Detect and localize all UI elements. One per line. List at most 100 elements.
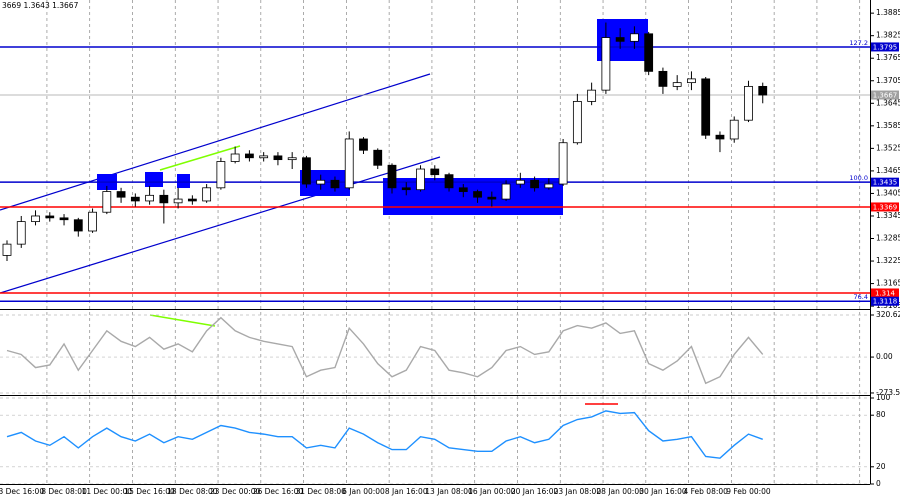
y-tick-label: 20 — [876, 462, 886, 471]
x-tick-label: 18 Dec 08:00 — [167, 487, 218, 496]
candle-body — [216, 161, 226, 189]
candle-body — [259, 155, 269, 159]
channel-upper — [0, 73, 431, 211]
candle-body — [159, 194, 169, 204]
x-tick-label: 30 Jan 16:00 — [639, 487, 687, 496]
y-tick-label: 1.3585 — [876, 121, 900, 130]
x-tick-label: 20 Jan 16:00 — [511, 487, 559, 496]
y-tick-label: 80 — [876, 410, 886, 419]
candle-body — [16, 221, 26, 245]
candle-body — [73, 219, 83, 232]
divergence-line — [149, 314, 216, 327]
x-tick-label: 28 Jan 00:00 — [596, 487, 644, 496]
fib-label: 127.2 — [849, 39, 868, 47]
x-tick-label: 9 Feb 00:00 — [726, 487, 771, 496]
x-tick-label: 15 Dec 16:00 — [124, 487, 175, 496]
y-tick-label: 1.3705 — [876, 76, 900, 85]
fib-label: 100.0 — [849, 174, 868, 182]
candle-body — [672, 82, 682, 87]
candle-body — [145, 194, 154, 202]
zone — [145, 172, 163, 187]
x-tick-label: 4 Feb 08:00 — [683, 487, 728, 496]
candle-body — [729, 119, 739, 140]
candle-body — [387, 164, 397, 189]
price-tag-label: 1.3667 — [873, 92, 898, 100]
x-tick-label: 6 Jan 00:00 — [342, 487, 385, 496]
candle-body — [344, 138, 354, 189]
x-tick-label: 26 Dec 16:00 — [253, 487, 304, 496]
candle-body — [515, 179, 525, 185]
y-tick-label: 1.3285 — [876, 234, 900, 243]
candle-body — [601, 37, 611, 91]
candle-body — [701, 78, 711, 136]
candle-body — [359, 138, 368, 151]
price-tag-label: 1.3118 — [873, 298, 898, 306]
candle-body — [88, 211, 97, 232]
y-tick-label: 1.3885 — [876, 8, 900, 17]
x-tick-label: 8 Dec 08:00 — [41, 487, 87, 496]
price-tag — [871, 90, 899, 100]
candle-body — [173, 198, 183, 204]
candle-body — [687, 78, 696, 84]
candle-body — [401, 187, 411, 191]
y-tick-label: 1.3465 — [876, 166, 900, 175]
x-tick-label: 11 Dec 00:00 — [82, 487, 133, 496]
plot: 1.3885 1.3825 1.3765 1.3705 1.3645 1.3585 1.35… — [0, 8, 900, 496]
x-tick-label: 23 Jan 08:00 — [554, 487, 602, 496]
y-tick-label: 100 — [876, 393, 891, 402]
candle-body — [572, 101, 582, 144]
candle-body — [501, 183, 511, 200]
candle-body — [2, 243, 12, 256]
x-tick-label: 31 Dec 08:00 — [295, 487, 346, 496]
y-tick-label: 1.3825 — [876, 31, 900, 40]
y-tick-label: 1.3525 — [876, 143, 900, 152]
candle-body — [230, 153, 240, 162]
divergence-line — [159, 145, 241, 171]
candle-body — [130, 196, 140, 202]
candle-body — [316, 179, 326, 185]
price-tag — [871, 202, 899, 212]
indicator-line — [6, 410, 763, 459]
y-tick-label: 1.3765 — [876, 53, 900, 62]
price-tag-label: 1.314 — [875, 289, 896, 297]
x-tick-label: 23 Dec 00:00 — [210, 487, 261, 496]
candle-body — [487, 196, 497, 200]
candle-body — [202, 187, 212, 202]
candle-body — [715, 134, 725, 140]
candle-body — [416, 168, 425, 191]
zone — [177, 174, 190, 188]
candle-body — [615, 37, 625, 42]
candle-body — [758, 85, 768, 96]
candle-body — [287, 157, 297, 161]
price-tag — [871, 177, 899, 187]
price-tag — [871, 42, 899, 52]
candle-body — [744, 85, 753, 121]
candle-body — [302, 157, 311, 185]
candle-body — [658, 70, 668, 87]
candle-body — [45, 215, 55, 219]
x-tick-label: 8 Jan 16:00 — [385, 487, 428, 496]
candle-body — [273, 155, 283, 161]
channel-lower — [0, 156, 441, 294]
y-tick-label: 1.3645 — [876, 98, 900, 107]
candle-body — [373, 149, 383, 166]
candle-body — [102, 191, 112, 213]
candle-body — [544, 183, 554, 189]
candle-body — [31, 215, 40, 223]
candle-body — [59, 217, 69, 221]
candle-body — [558, 142, 568, 185]
y-tick-label: 0 — [876, 479, 881, 488]
candle-body — [458, 187, 468, 192]
candle-body — [245, 153, 254, 159]
candle-body — [530, 179, 539, 189]
y-tick-label: -273.545 — [876, 388, 900, 397]
candle-body — [430, 168, 440, 176]
price-tag-label: 1.3369 — [873, 203, 898, 211]
y-tick-label: 1.3165 — [876, 279, 900, 288]
indicator-line — [6, 316, 764, 385]
candle-body — [630, 33, 639, 42]
candle-body — [644, 33, 654, 72]
y-tick-label: 1.3345 — [876, 211, 900, 220]
price-tag-label: 1.3795 — [873, 43, 898, 51]
